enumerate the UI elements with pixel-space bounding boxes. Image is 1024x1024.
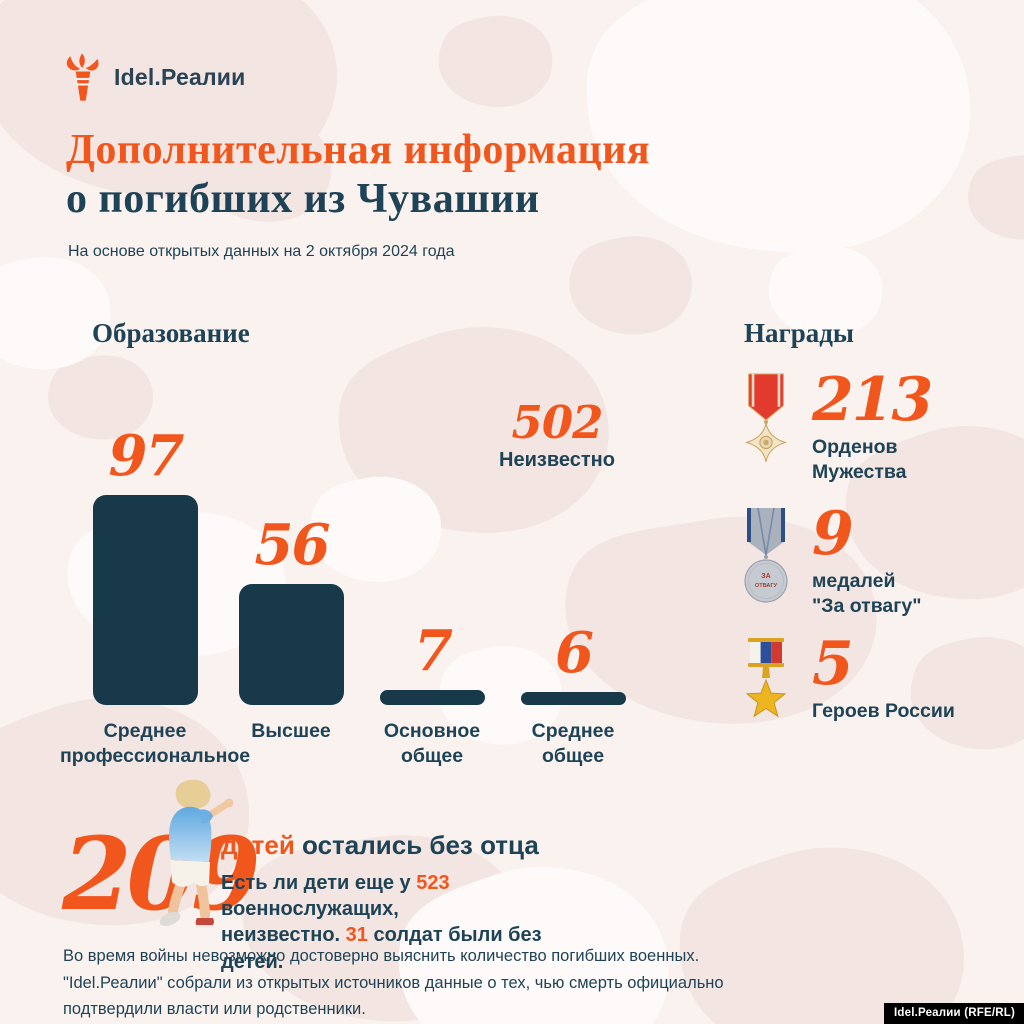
- award-count: 213: [812, 365, 933, 435]
- education-heading: Образование: [92, 318, 250, 348]
- running-child-image: [159, 779, 234, 928]
- brand-logo: Idel.Реалии: [63, 52, 245, 102]
- award-row-order-of-courage: 213 Орденов Мужества: [740, 365, 933, 485]
- bar-value-label: 6: [555, 620, 594, 686]
- bar-osnovnoe-obshchee: 7: [380, 623, 485, 705]
- brand-name: Idel.Реалии: [114, 63, 246, 90]
- award-text: 213 Орденов Мужества: [812, 365, 933, 485]
- svg-text:ОТВАГУ: ОТВАГУ: [755, 583, 778, 589]
- hero-of-russia-star-icon: [740, 636, 792, 728]
- unknown-value: 502: [511, 396, 604, 449]
- bar-rect: [380, 690, 485, 705]
- children-text-block: детей остались без отца Есть ли дети еще…: [221, 831, 561, 975]
- bar-srednee-obshchee: 6: [521, 625, 626, 705]
- bar-rect: [93, 495, 198, 705]
- bar-value-label: 56: [254, 512, 331, 578]
- bar-srednee-professionalnoe: 97: [93, 428, 198, 705]
- unknown-annotation: 502 Неизвестно: [457, 400, 657, 472]
- award-label: медалей "За отвагу": [812, 570, 922, 617]
- page-title-line2: о погибших из Чувашии: [66, 176, 540, 223]
- torch-icon: [66, 53, 99, 101]
- award-count: 5: [812, 629, 854, 699]
- bar-category-label: Среднее общее: [531, 720, 615, 767]
- za-otvagu-medal-icon: ЗА ОТВАГУ: [740, 506, 792, 606]
- awards-heading: Награды: [744, 318, 855, 348]
- award-row-za-otvagu: ЗА ОТВАГУ 9 медалей "За отвагу": [740, 499, 922, 619]
- award-text: 9 медалей "За отвагу": [812, 499, 922, 619]
- award-count: 9: [812, 499, 854, 569]
- page-title: Дополнительная информация о погибших из …: [66, 126, 650, 224]
- children-count: 209: [62, 815, 261, 933]
- bar-category-label: Основное общее: [383, 720, 481, 767]
- award-row-hero-of-russia: 5 Героев России: [740, 629, 955, 728]
- children-headline: детей остались без отца: [221, 830, 539, 860]
- page-title-line1: Дополнительная информация: [66, 127, 651, 173]
- bar-value-label: 97: [108, 423, 185, 489]
- bar-rect: [521, 692, 626, 705]
- bar-vysshee: 56: [239, 517, 344, 705]
- unknown-label: Неизвестно: [499, 449, 615, 471]
- bar-value-label: 7: [414, 618, 453, 684]
- award-label: Орденов Мужества: [812, 436, 907, 483]
- award-text: 5 Героев России: [812, 629, 955, 724]
- bar-category-label: Высшее: [251, 720, 331, 742]
- order-of-courage-medal-icon: [740, 372, 792, 470]
- disclaimer-text: Во время войны невозможно достоверно выя…: [63, 947, 724, 1019]
- page-subtitle: На основе открытых данных на 2 октября 2…: [68, 243, 455, 260]
- award-label: Героев России: [812, 700, 955, 722]
- children-note: Есть ли дети еще у 523 военнослужащих, н…: [221, 871, 542, 973]
- bar-rect: [239, 584, 344, 705]
- svg-text:ЗА: ЗА: [761, 573, 770, 580]
- bar-category-label: Среднее профессиональное: [60, 720, 251, 767]
- watermark-credit: Idel.Реалии (RFE/RL): [883, 1003, 1024, 1024]
